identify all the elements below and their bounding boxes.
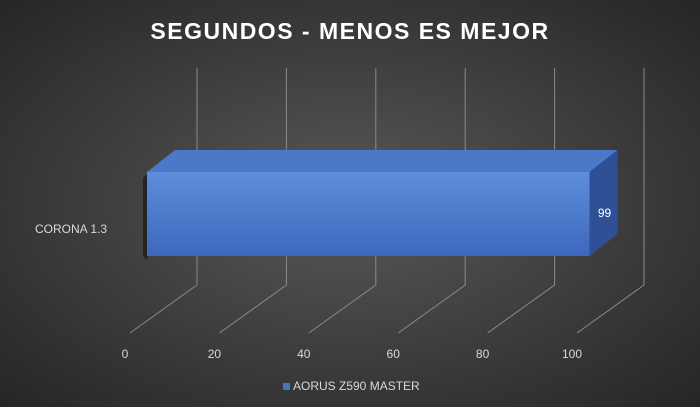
legend-swatch — [283, 383, 290, 390]
x-tick-label: 100 — [562, 347, 582, 361]
y-tick-label: CORONA 1.3 — [35, 222, 107, 236]
x-tick-label: 40 — [297, 347, 311, 361]
bars — [143, 150, 618, 260]
x-tick-label: 0 — [122, 347, 129, 361]
legend-label: AORUS Z590 MASTER — [293, 379, 420, 393]
labels: 0 20 40 60 80 100 99 CORONA 1.3 AORUS Z590 MASTE… — [35, 206, 612, 393]
bar-top — [147, 150, 618, 172]
value-label: 99 — [598, 206, 612, 220]
grid-line — [576, 68, 645, 334]
bar — [147, 172, 590, 256]
grid-line — [219, 68, 287, 334]
grid-line — [308, 68, 377, 334]
x-tick-label: 60 — [387, 347, 401, 361]
grid-line — [397, 68, 466, 334]
grid — [129, 68, 645, 334]
bar-side — [589, 150, 618, 256]
chart-title: SEGUNDOS - MENOS ES MEJOR — [150, 18, 549, 44]
x-tick-label: 80 — [476, 347, 490, 361]
grid-line — [129, 68, 198, 334]
x-tick-label: 20 — [208, 347, 222, 361]
grid-line — [487, 68, 556, 334]
